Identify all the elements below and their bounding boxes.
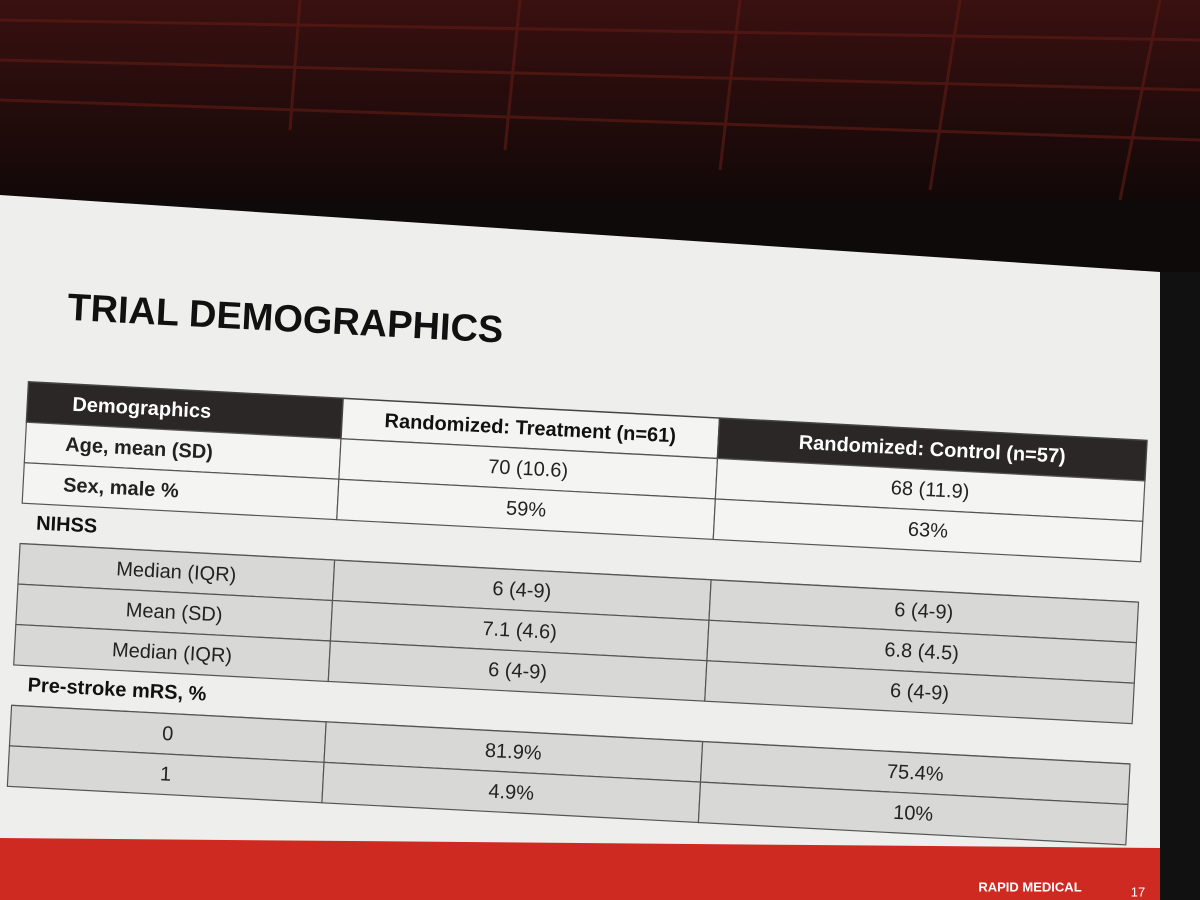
cell: [704, 660, 1135, 725]
cell-value: 6 (4-9): [488, 659, 548, 684]
footer-page: 17: [1131, 884, 1145, 899]
cell-value: 10%: [893, 802, 934, 826]
section-label: NIHSS: [36, 512, 98, 537]
cell-value: 63%: [907, 519, 948, 543]
row-label: Mean (SD): [125, 599, 223, 626]
cell-value: 75.4%: [886, 761, 944, 786]
cell-value: 6.8 (4.5): [884, 639, 960, 665]
cell-value: 6 (4-9): [894, 599, 954, 624]
cell-value: 4.9%: [488, 781, 535, 805]
cell-value: 70 (10.6): [488, 456, 569, 482]
row-label: 1: [160, 763, 172, 786]
cell-value: 68 (11.9): [890, 477, 970, 503]
footer-brand: RAPID MEDICAL: [978, 879, 1081, 894]
ceiling: [0, 0, 1200, 200]
slide-content: TRIAL DEMOGRAPHICS DemographicsRandomize…: [6, 287, 1148, 846]
cell: [712, 498, 1144, 563]
ceiling-beams: [0, 0, 1200, 201]
cell-value: 81.9%: [484, 740, 542, 765]
screen-edge: [1160, 272, 1200, 900]
cell-value: 59%: [505, 498, 546, 522]
cell-value: 7.1 (4.6): [482, 618, 558, 644]
cell: [697, 781, 1129, 846]
cell-value: 6 (4-9): [492, 578, 552, 603]
row-label: 0: [162, 723, 174, 746]
slide-footer-band: [0, 838, 1160, 900]
cell-value: 6 (4-9): [890, 680, 950, 705]
